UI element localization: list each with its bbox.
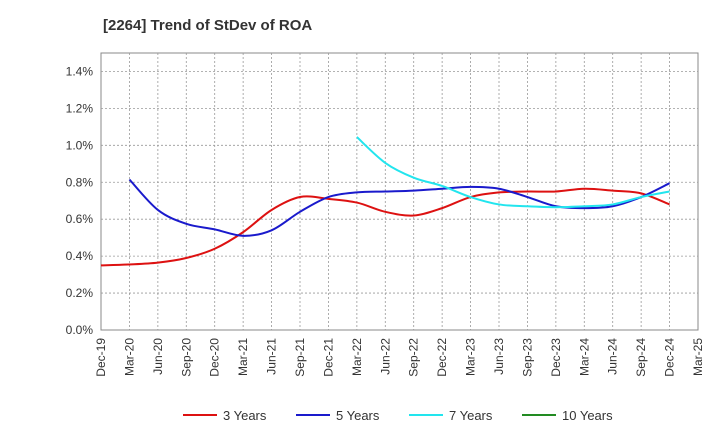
y-tick-label: 0.8% — [66, 175, 94, 189]
x-tick-label: Dec-20 — [208, 338, 222, 377]
legend: 3 Years 5 Years 7 Years 10 Years — [183, 408, 613, 423]
x-tick-label: Dec-24 — [663, 338, 677, 377]
y-tick-label: 1.2% — [66, 101, 94, 115]
x-axis-ticks: Dec-19 Mar-20 Jun-20 Sep-20 Dec-20 Mar-21 Jun-… — [94, 338, 705, 377]
x-tick-label: Dec-22 — [435, 338, 449, 377]
y-tick-label: 0.6% — [66, 212, 94, 226]
x-tick-label: Jun-21 — [265, 338, 279, 375]
series-line-7-years — [356, 136, 670, 209]
y-tick-label: 0.2% — [66, 286, 94, 300]
series-lines — [100, 136, 671, 267]
x-tick-label: Mar-21 — [236, 338, 250, 376]
x-tick-label: Sep-21 — [293, 338, 307, 377]
x-tick-label: Sep-20 — [179, 338, 193, 377]
x-tick-label: Mar-23 — [464, 338, 478, 376]
x-tick-label: Mar-20 — [122, 338, 136, 376]
legend-label-5-years: 5 Years — [336, 408, 380, 423]
x-tick-label: Dec-19 — [94, 338, 108, 377]
x-tick-label: Mar-22 — [350, 338, 364, 376]
x-tick-label: Mar-24 — [577, 338, 591, 376]
legend-label-7-years: 7 Years — [449, 408, 493, 423]
x-tick-label: Jun-23 — [492, 338, 506, 375]
x-tick-label: Dec-21 — [321, 338, 335, 377]
y-tick-label: 0.0% — [66, 323, 94, 337]
series-line-5-years — [128, 178, 671, 237]
legend-label-10-years: 10 Years — [562, 408, 613, 423]
x-tick-label: Sep-24 — [634, 338, 648, 377]
x-tick-label: Mar-25 — [691, 338, 705, 376]
x-tick-label: Dec-23 — [549, 338, 563, 377]
x-tick-label: Sep-22 — [407, 338, 421, 377]
y-tick-label: 0.4% — [66, 249, 94, 263]
x-tick-label: Jun-24 — [606, 338, 620, 375]
x-tick-label: Sep-23 — [520, 338, 534, 377]
y-tick-label: 1.4% — [66, 64, 94, 78]
x-tick-label: Jun-20 — [151, 338, 165, 375]
chart-title: [2264] Trend of StDev of ROA — [103, 17, 312, 34]
grid-lines — [101, 53, 698, 330]
legend-label-3-years: 3 Years — [223, 408, 267, 423]
y-tick-label: 1.0% — [66, 138, 94, 152]
x-tick-label: Jun-22 — [378, 338, 392, 375]
y-axis-ticks: 0.0% 0.2% 0.4% 0.6% 0.8% 1.0% 1.2% 1.4% — [66, 64, 94, 337]
series-line-3-years — [100, 187, 670, 267]
